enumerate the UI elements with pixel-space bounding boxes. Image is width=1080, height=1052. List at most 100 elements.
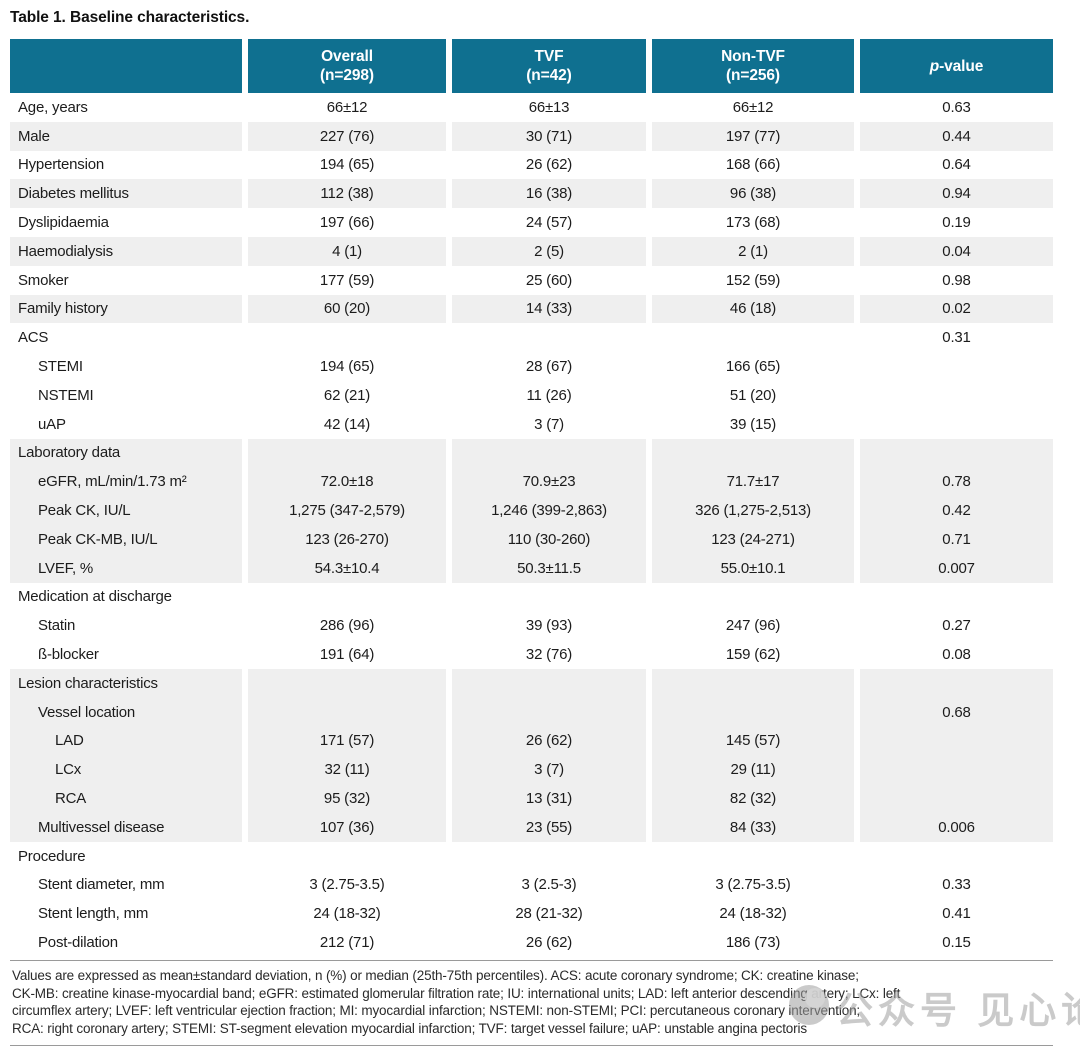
value-cell-nontvf bbox=[646, 668, 854, 698]
footnote-line: RCA: right coronary artery; STEMI: ST-se… bbox=[12, 1020, 807, 1036]
table-row: Smoker 177 (59) 25 (60) 152 (59) 0.98 bbox=[10, 265, 1053, 295]
table-row: Lesion characteristics bbox=[10, 668, 1053, 698]
value-cell-tvf: 3 (7) bbox=[446, 409, 646, 439]
pvalue-suffix: -value bbox=[939, 57, 984, 75]
value-cell-pvalue bbox=[854, 352, 1053, 381]
value-cell-pvalue: 0.31 bbox=[854, 323, 1053, 353]
footnote-line: CK-MB: creatine kinase-myocardial band; … bbox=[12, 985, 901, 1001]
value-cell-overall: 286 (96) bbox=[242, 611, 446, 641]
value-cell-pvalue bbox=[854, 380, 1053, 410]
value-cell-overall bbox=[242, 841, 446, 871]
value-cell-tvf: 23 (55) bbox=[446, 812, 646, 842]
row-label-cell: ß-blocker bbox=[10, 640, 242, 669]
value-cell-pvalue: 0.41 bbox=[854, 899, 1053, 929]
value-cell-tvf: 110 (30-260) bbox=[446, 524, 646, 554]
value-cell-overall: 60 (20) bbox=[242, 294, 446, 324]
value-cell-tvf: 13 (31) bbox=[446, 784, 646, 813]
header-col-n: (n=42) bbox=[526, 67, 572, 84]
table-header-row: Overall (n=298) TVF (n=42) Non-TVF (n=25… bbox=[10, 39, 1053, 93]
value-cell-overall bbox=[242, 582, 446, 612]
value-cell-nontvf: 247 (96) bbox=[646, 611, 854, 641]
table-row: Hypertension 194 (65) 26 (62) 168 (66) 0… bbox=[10, 150, 1053, 180]
row-label-cell: Statin bbox=[10, 611, 242, 641]
value-cell-pvalue bbox=[854, 438, 1053, 468]
table-row: STEMI 194 (65) 28 (67) 166 (65) bbox=[10, 352, 1053, 381]
table-row: Post-dilation 212 (71) 26 (62) 186 (73) … bbox=[10, 928, 1053, 957]
value-cell-pvalue: 0.44 bbox=[854, 121, 1053, 151]
value-cell-overall: 54.3±10.4 bbox=[242, 553, 446, 583]
value-cell-overall bbox=[242, 697, 446, 727]
header-empty-cell bbox=[10, 39, 242, 93]
value-cell-tvf bbox=[446, 438, 646, 468]
row-label-cell: Procedure bbox=[10, 841, 242, 871]
value-cell-pvalue: 0.64 bbox=[854, 150, 1053, 180]
value-cell-nontvf: 159 (62) bbox=[646, 640, 854, 669]
value-cell-nontvf: 166 (65) bbox=[646, 352, 854, 381]
table-row: Age, years 66±12 66±13 66±12 0.63 bbox=[10, 93, 1053, 122]
value-cell-nontvf: 123 (24-271) bbox=[646, 524, 854, 554]
row-label-cell: LVEF, % bbox=[10, 553, 242, 583]
row-label-cell: Medication at discharge bbox=[10, 582, 242, 612]
value-cell-overall bbox=[242, 438, 446, 468]
table-row: Diabetes mellitus 112 (38) 16 (38) 96 (3… bbox=[10, 179, 1053, 209]
value-cell-tvf: 11 (26) bbox=[446, 380, 646, 410]
value-cell-pvalue: 0.08 bbox=[854, 640, 1053, 669]
value-cell-tvf: 70.9±23 bbox=[446, 467, 646, 497]
row-label-cell: Haemodialysis bbox=[10, 236, 242, 266]
value-cell-pvalue bbox=[854, 582, 1053, 612]
pvalue-italic-p: p bbox=[929, 57, 940, 75]
table-row: RCA 95 (32) 13 (31) 82 (32) bbox=[10, 784, 1053, 813]
table-row: Peak CK-MB, IU/L 123 (26-270) 110 (30-26… bbox=[10, 524, 1053, 554]
header-col-name: Non-TVF bbox=[721, 48, 785, 65]
baseline-characteristics-table: Overall (n=298) TVF (n=42) Non-TVF (n=25… bbox=[10, 39, 1053, 957]
row-label-cell: Diabetes mellitus bbox=[10, 179, 242, 209]
row-label-cell: Vessel location bbox=[10, 697, 242, 727]
value-cell-overall: 107 (36) bbox=[242, 812, 446, 842]
value-cell-tvf: 3 (2.5-3) bbox=[446, 870, 646, 900]
value-cell-nontvf bbox=[646, 697, 854, 727]
value-cell-nontvf: 24 (18-32) bbox=[646, 899, 854, 929]
table-row: Peak CK, IU/L 1,275 (347-2,579) 1,246 (3… bbox=[10, 496, 1053, 525]
table-row: LAD 171 (57) 26 (62) 145 (57) bbox=[10, 726, 1053, 756]
value-cell-tvf bbox=[446, 582, 646, 612]
row-label-cell: Multivessel disease bbox=[10, 812, 242, 842]
value-cell-pvalue bbox=[854, 668, 1053, 698]
header-col-tvf: TVF (n=42) bbox=[446, 39, 646, 93]
value-cell-overall: 1,275 (347-2,579) bbox=[242, 496, 446, 525]
value-cell-pvalue bbox=[854, 841, 1053, 871]
row-label-cell: ACS bbox=[10, 323, 242, 353]
value-cell-nontvf bbox=[646, 438, 854, 468]
value-cell-overall: 95 (32) bbox=[242, 784, 446, 813]
table-row: Laboratory data bbox=[10, 438, 1053, 468]
value-cell-nontvf: 186 (73) bbox=[646, 928, 854, 957]
value-cell-tvf bbox=[446, 323, 646, 353]
value-cell-pvalue: 0.94 bbox=[854, 179, 1053, 209]
value-cell-nontvf: 82 (32) bbox=[646, 784, 854, 813]
row-label-cell: Lesion characteristics bbox=[10, 668, 242, 698]
value-cell-nontvf: 96 (38) bbox=[646, 179, 854, 209]
table-title: Table 1. Baseline characteristics. bbox=[10, 9, 250, 26]
table-row: Medication at discharge bbox=[10, 582, 1053, 612]
row-label-cell: LAD bbox=[10, 726, 242, 756]
value-cell-pvalue: 0.15 bbox=[854, 928, 1053, 957]
value-cell-overall: 3 (2.75-3.5) bbox=[242, 870, 446, 900]
row-label-cell: Peak CK, IU/L bbox=[10, 496, 242, 525]
header-col-name: Overall bbox=[321, 48, 373, 65]
value-cell-nontvf: 46 (18) bbox=[646, 294, 854, 324]
value-cell-nontvf bbox=[646, 582, 854, 612]
table-row: Male 227 (76) 30 (71) 197 (77) 0.44 bbox=[10, 121, 1053, 151]
value-cell-overall bbox=[242, 323, 446, 353]
value-cell-nontvf: 39 (15) bbox=[646, 409, 854, 439]
value-cell-nontvf: 84 (33) bbox=[646, 812, 854, 842]
value-cell-tvf: 26 (62) bbox=[446, 726, 646, 756]
table-row: Stent diameter, mm 3 (2.75-3.5) 3 (2.5-3… bbox=[10, 870, 1053, 900]
value-cell-nontvf: 51 (20) bbox=[646, 380, 854, 410]
row-label-cell: RCA bbox=[10, 784, 242, 813]
row-label-cell: Post-dilation bbox=[10, 928, 242, 957]
table-row: Haemodialysis 4 (1) 2 (5) 2 (1) 0.04 bbox=[10, 236, 1053, 266]
value-cell-pvalue: 0.04 bbox=[854, 236, 1053, 266]
row-label-cell: Peak CK-MB, IU/L bbox=[10, 524, 242, 554]
table-row: LCx 32 (11) 3 (7) 29 (11) bbox=[10, 755, 1053, 785]
value-cell-tvf: 50.3±11.5 bbox=[446, 553, 646, 583]
